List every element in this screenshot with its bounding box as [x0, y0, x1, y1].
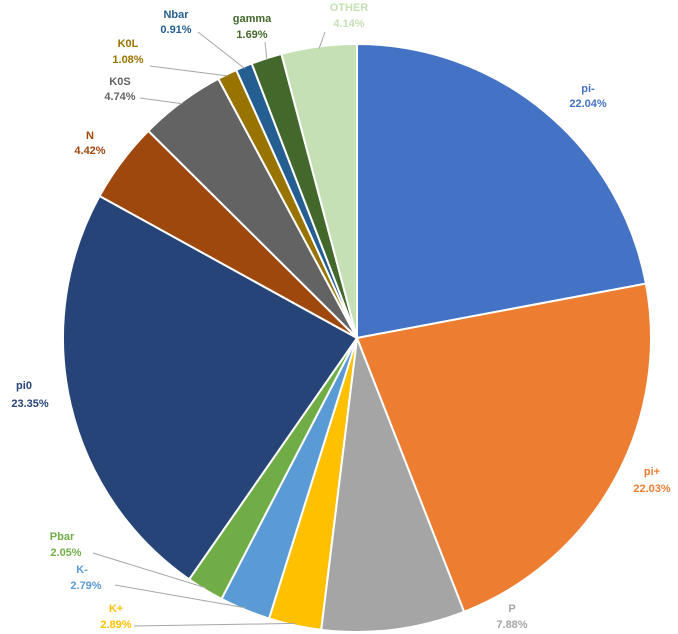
slice-percent-label: 1.08%: [112, 54, 143, 66]
pie-slice-p: [320, 337, 466, 633]
slice-percent-label: 2.79%: [70, 580, 101, 592]
slice-labels: pi- 22.04% pi+ 22.03% P 7.88% K+ 2.89% K- 2.79% Pb…: [11, 2, 671, 631]
leader-line-other: [318, 31, 326, 49]
slice-name-label: Pbar: [50, 531, 75, 543]
slice-percent-label: 4.42%: [74, 145, 105, 157]
slice-name-label: K+: [109, 603, 123, 615]
slice-percent-label: 22.03%: [633, 483, 671, 495]
slice-percent-label: 7.88%: [496, 619, 527, 631]
slice-name-label: K-: [76, 564, 88, 576]
pie-slice-pi-: [356, 42, 648, 340]
slice-percent-label: 2.89%: [100, 619, 131, 631]
slice-name-label: OTHER: [330, 2, 369, 14]
slice-name-label: gamma: [233, 13, 272, 25]
pie-slice-pi+: [355, 282, 652, 614]
slice-name-label: P: [508, 603, 515, 615]
slice-percent-label: 4.74%: [104, 91, 135, 103]
leader-line-gamma: [264, 41, 268, 61]
slice-percent-label: 0.91%: [160, 24, 191, 36]
pie-slices: [62, 42, 652, 633]
leader-line-k-: [114, 584, 246, 609]
pie-slice-pi0: [62, 194, 359, 581]
slice-percent-label: 23.35%: [11, 398, 49, 410]
slice-name-label: K0S: [109, 76, 130, 88]
leader-line-nbar: [197, 31, 246, 69]
slice-name-label: pi+: [644, 466, 660, 478]
slice-name-label: K0L: [118, 38, 139, 50]
slice-percent-label: 1.69%: [236, 29, 267, 41]
leader-lines: [92, 31, 326, 627]
slice-name-label: Nbar: [163, 9, 189, 21]
leader-line-pbar: [92, 552, 207, 589]
leader-line-k0s: [139, 97, 183, 105]
pie-slice-other: [280, 42, 358, 339]
slice-name-label: pi0: [16, 380, 32, 392]
leader-line-k0l: [149, 65, 229, 77]
slice-name-label: pi-: [581, 83, 595, 95]
leader-line-k+: [133, 622, 296, 627]
slice-percent-label: 4.14%: [333, 18, 364, 30]
slice-percent-label: 2.05%: [50, 547, 81, 559]
slice-percent-label: 22.04%: [569, 98, 607, 110]
slice-name-label: N: [86, 130, 94, 142]
